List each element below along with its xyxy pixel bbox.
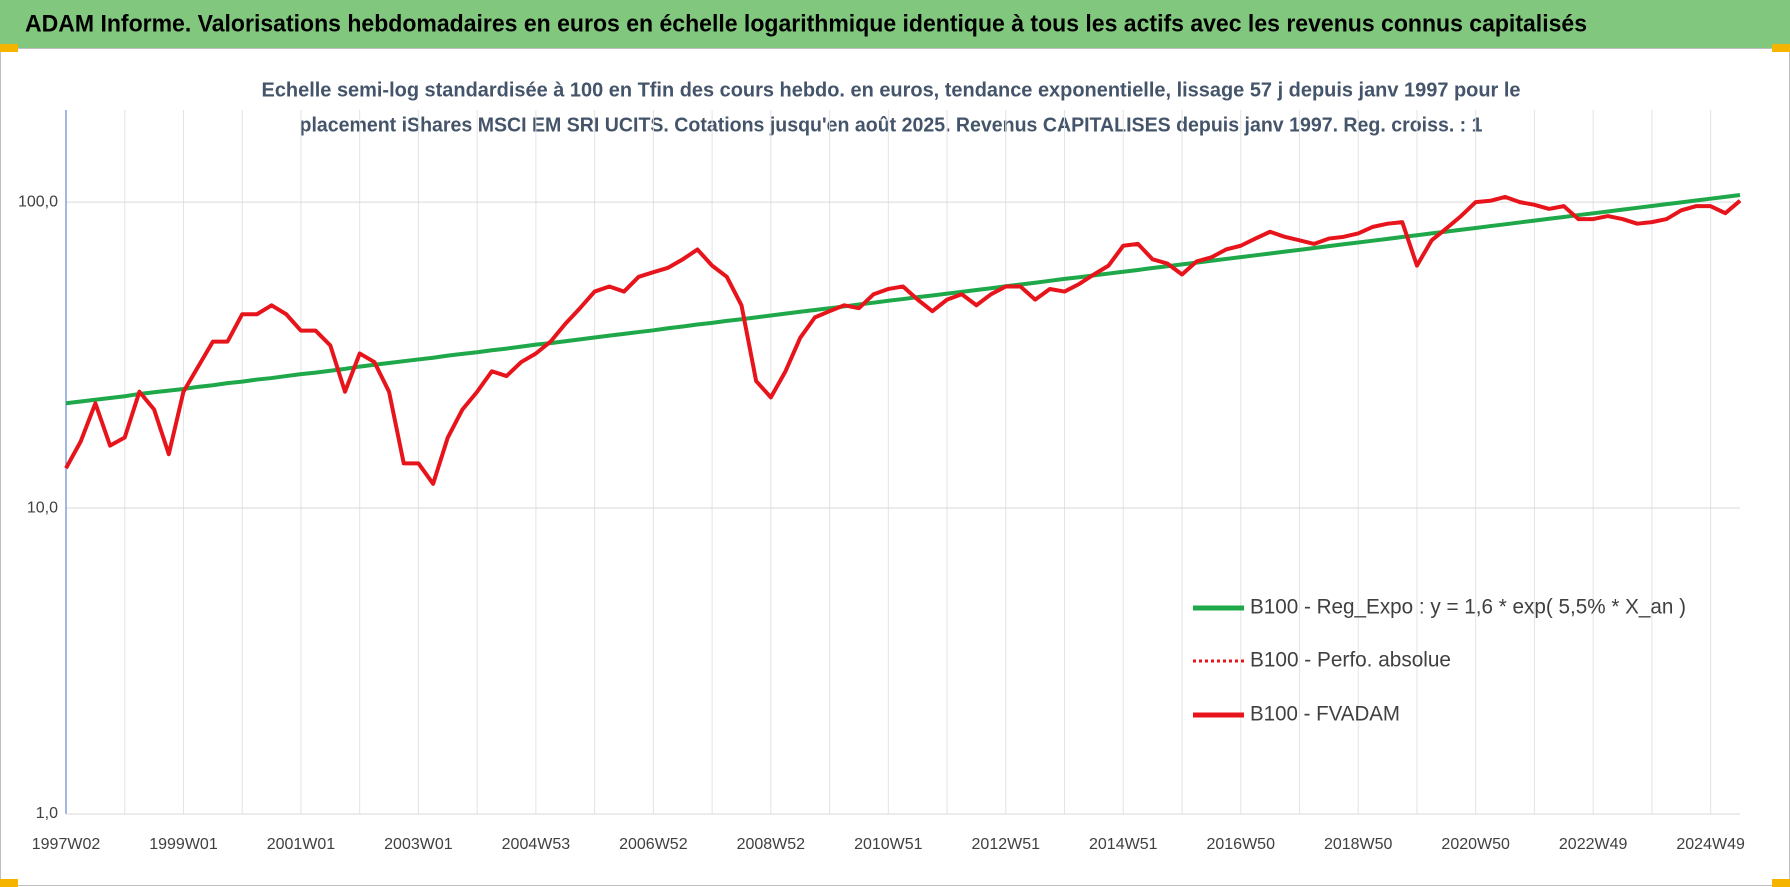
series-line xyxy=(64,194,1742,486)
y-tick-label: 10,0 xyxy=(27,499,58,516)
legend-label: B100 - Reg_Expo : y = 1,6 * exp( 5,5% * … xyxy=(1250,596,1686,619)
x-tick-label: 2016W50 xyxy=(1206,836,1275,853)
legend-label: B100 - Perfo. absolue xyxy=(1250,649,1451,672)
legend-label: B100 - FVADAM xyxy=(1250,703,1400,726)
x-tick-label: 2001W01 xyxy=(267,836,336,853)
x-tick-label: 2012W51 xyxy=(972,836,1041,853)
series-line xyxy=(65,193,1741,406)
x-tick-label: 2014W51 xyxy=(1089,836,1158,853)
x-tick-label: 2004W53 xyxy=(502,836,571,853)
chart-title: placement iShares MSCI EM SRI UCITS. Cot… xyxy=(300,114,1483,136)
chart-frame xyxy=(0,48,1790,886)
x-tick-label: 2020W50 xyxy=(1441,836,1510,853)
x-tick-label: 2006W52 xyxy=(619,836,688,853)
x-tick-label: 1999W01 xyxy=(149,836,218,853)
x-tick-label: 2010W51 xyxy=(854,836,923,853)
corner-mark xyxy=(1772,44,1790,52)
y-tick-label: 1,0 xyxy=(36,805,58,822)
x-tick-label: 1997W02 xyxy=(32,836,101,853)
x-tick-label: 2003W01 xyxy=(384,836,453,853)
x-tick-label: 2022W49 xyxy=(1559,836,1628,853)
corner-mark xyxy=(0,44,18,52)
corner-mark xyxy=(0,879,18,887)
chart-title: Echelle semi-log standardisée à 100 en T… xyxy=(262,79,1521,101)
header-bar xyxy=(0,0,1790,48)
x-tick-label: 2024W49 xyxy=(1676,836,1745,853)
x-tick-label: 2018W50 xyxy=(1324,836,1393,853)
y-tick-label: 100,0 xyxy=(18,193,58,210)
x-tick-label: 2008W52 xyxy=(737,836,806,853)
header-title: ADAM Informe. Valorisations hebdomadaire… xyxy=(25,10,1587,37)
corner-mark xyxy=(1772,879,1790,887)
